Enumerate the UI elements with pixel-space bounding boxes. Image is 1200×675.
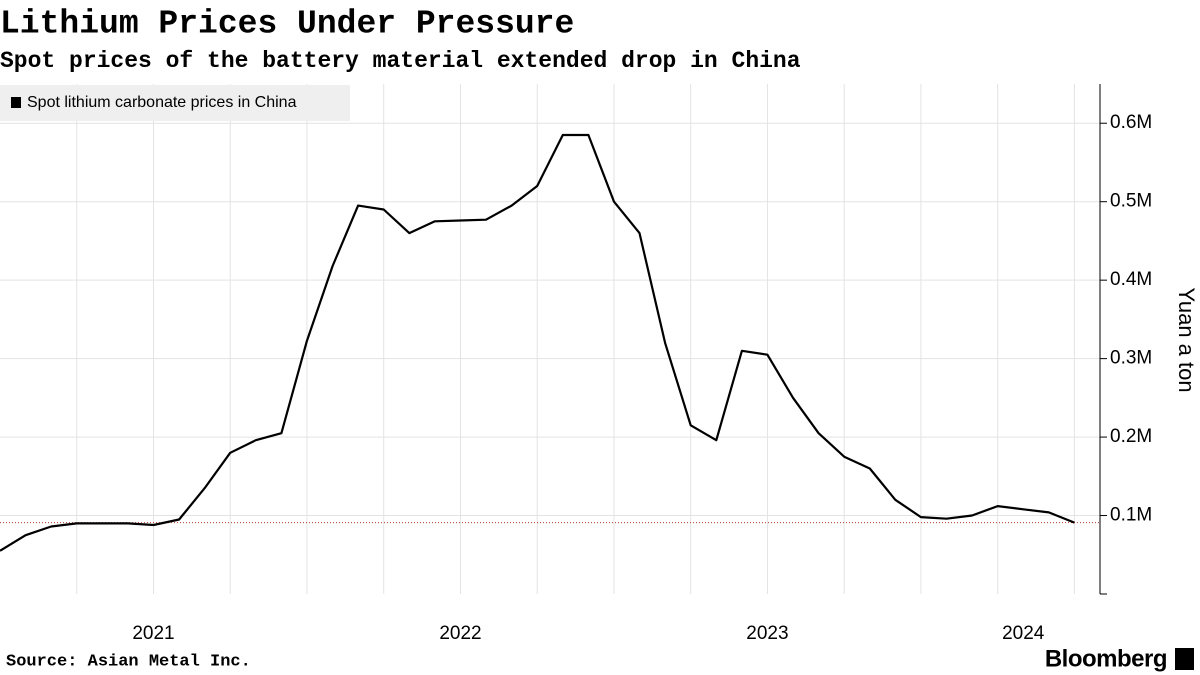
- chart-title: Lithium Prices Under Pressure: [0, 6, 574, 43]
- legend: Spot lithium carbonate prices in China: [0, 85, 350, 121]
- y-tick-label: 0.6M: [1110, 112, 1152, 133]
- x-tick-label: 2021: [132, 623, 174, 644]
- data-line: [0, 133, 1075, 552]
- y-tick-label: 0.2M: [1110, 426, 1152, 447]
- chart-subtitle: Spot prices of the battery material exte…: [0, 48, 801, 74]
- x-tick-label: 2024: [1002, 623, 1045, 644]
- y-tick-label: 0.5M: [1110, 191, 1152, 212]
- x-tick-label: 2023: [746, 623, 788, 644]
- source: Source: Asian Metal Inc.: [6, 652, 251, 671]
- y-axis-title: Yuan a ton: [1174, 287, 1199, 392]
- brand: Bloomberg: [1045, 645, 1167, 672]
- x-tick-label: 2022: [439, 623, 481, 644]
- y-tick-label: 0.1M: [1110, 505, 1152, 526]
- y-tick-label: 0.3M: [1110, 348, 1152, 369]
- legend-box: [0, 85, 350, 121]
- legend-swatch: [11, 97, 21, 108]
- legend-label: Spot lithium carbonate prices in China: [27, 94, 297, 111]
- brand-icon: [1175, 648, 1194, 670]
- y-tick-label: 0.4M: [1110, 269, 1152, 290]
